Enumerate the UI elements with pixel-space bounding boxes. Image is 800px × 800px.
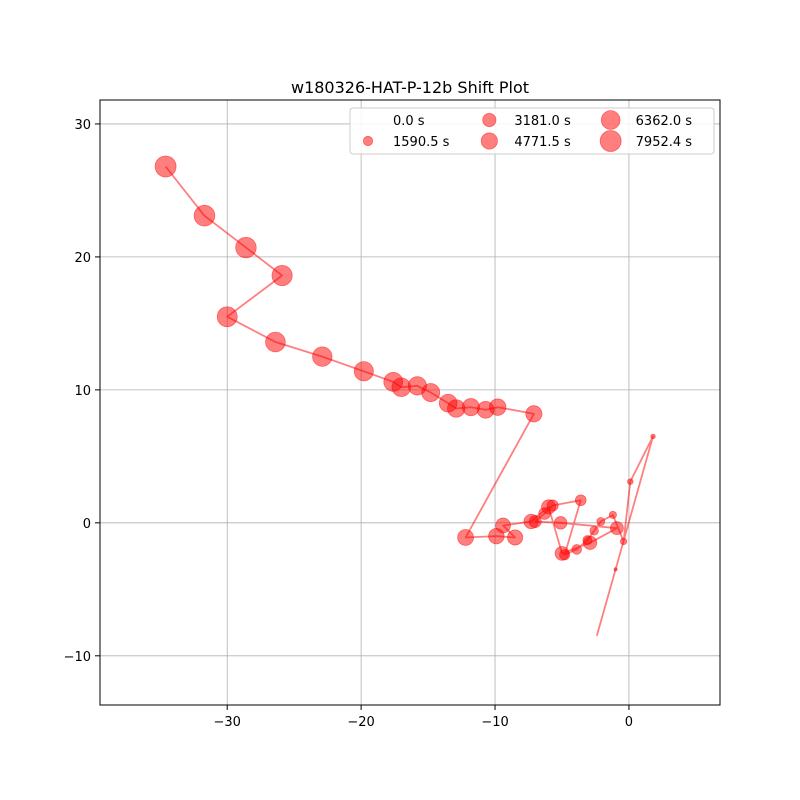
data-point bbox=[312, 346, 333, 367]
data-point bbox=[523, 513, 539, 530]
legend-marker bbox=[362, 135, 374, 147]
y-tick-label: 10 bbox=[74, 384, 91, 399]
data-point bbox=[553, 516, 568, 530]
data-point bbox=[216, 306, 238, 328]
legend-label: 4771.5 s bbox=[514, 135, 571, 150]
data-point bbox=[608, 510, 617, 519]
data-point bbox=[541, 499, 557, 515]
data-point bbox=[438, 393, 458, 413]
data-point bbox=[476, 400, 495, 419]
legend-label: 1590.5 s bbox=[393, 135, 450, 150]
data-point bbox=[619, 537, 628, 546]
data-point bbox=[627, 478, 634, 485]
legend-label: 3181.0 s bbox=[514, 114, 571, 129]
legend: 0.0 s 1590.5 s 3181.0 s 4771.5 s 6362.0 s 795… bbox=[349, 107, 715, 155]
legend-marker bbox=[600, 110, 621, 130]
y-tick-label: 0 bbox=[83, 517, 91, 532]
data-point bbox=[154, 155, 177, 178]
data-point bbox=[265, 331, 286, 353]
data-point bbox=[613, 567, 618, 572]
axis-ticks: −30 −20 −10 0 −10 0 10 20 30 bbox=[64, 118, 634, 730]
x-tick-label: −20 bbox=[347, 715, 374, 730]
legend-label: 7952.4 s bbox=[636, 135, 693, 150]
data-point bbox=[571, 544, 582, 555]
data-point bbox=[235, 236, 257, 259]
y-tick-label: −10 bbox=[64, 650, 91, 665]
x-tick-label: −10 bbox=[481, 715, 508, 730]
data-point bbox=[574, 494, 587, 507]
data-point bbox=[554, 546, 570, 561]
legend-marker bbox=[482, 112, 497, 128]
data-point bbox=[488, 527, 505, 545]
legend-label: 0.0 s bbox=[393, 114, 425, 129]
x-tick-label: 0 bbox=[625, 715, 633, 730]
data-point bbox=[383, 372, 404, 392]
data-point bbox=[407, 376, 427, 396]
data-point bbox=[507, 529, 524, 546]
x-tick-label: −30 bbox=[213, 715, 240, 730]
data-point bbox=[596, 517, 606, 526]
legend-marker bbox=[599, 130, 622, 152]
data-point bbox=[589, 526, 599, 536]
data-point bbox=[353, 361, 374, 382]
data-point bbox=[609, 521, 624, 536]
legend-box bbox=[349, 107, 715, 155]
data-point bbox=[525, 405, 543, 423]
data-point bbox=[583, 535, 598, 550]
legend-marker bbox=[480, 132, 498, 150]
axes-frame bbox=[99, 99, 721, 706]
data-series bbox=[154, 155, 656, 637]
chart-title: w180326-HAT-P-12b Shift Plot bbox=[291, 78, 529, 97]
data-point bbox=[650, 433, 656, 440]
data-point bbox=[193, 204, 216, 227]
data-point bbox=[271, 264, 293, 287]
y-tick-label: 20 bbox=[74, 251, 91, 266]
data-point bbox=[457, 529, 474, 546]
y-tick-label: 30 bbox=[74, 118, 91, 133]
legend-label: 6362.0 s bbox=[636, 114, 693, 129]
